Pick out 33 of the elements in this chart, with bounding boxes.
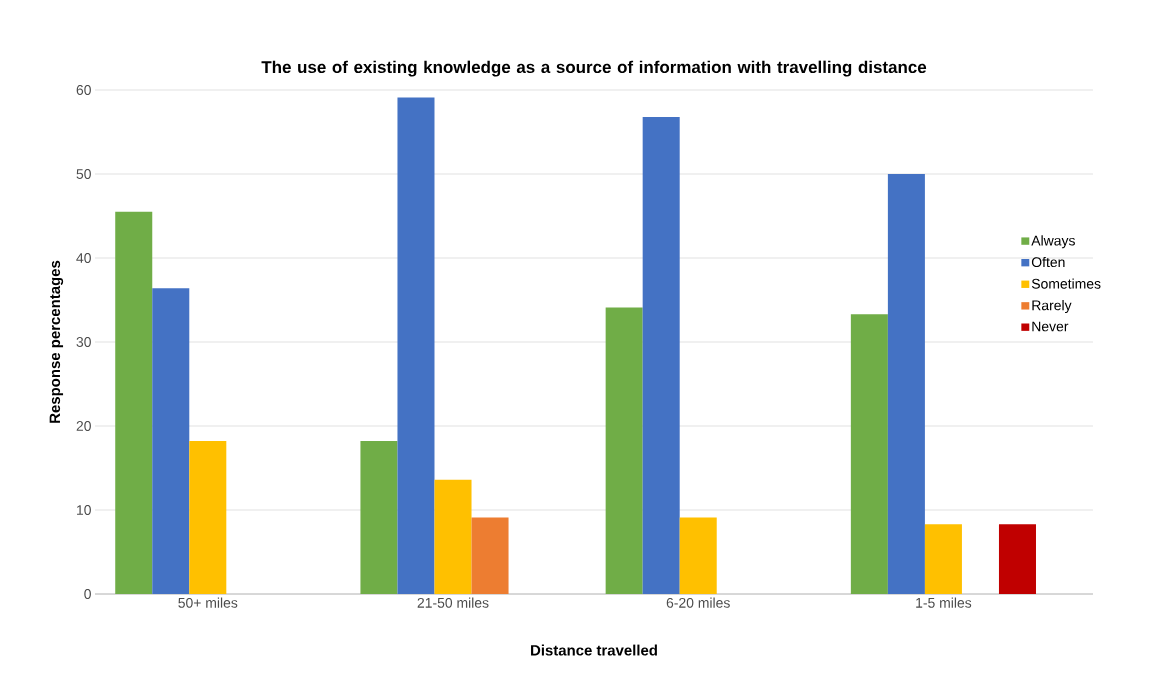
bar: [189, 441, 227, 594]
bar: [434, 479, 472, 594]
x-tick-label: 6-20 miles: [666, 597, 730, 608]
legend-label: Often: [1031, 256, 1065, 268]
x-axis-title: Distance travelled: [531, 644, 657, 656]
bar: [998, 524, 1036, 594]
y-tick-label: 30: [76, 337, 91, 347]
y-tick-label: 0: [84, 589, 91, 599]
bar: [360, 441, 398, 594]
legend-label: Always: [1031, 235, 1075, 249]
bar: [605, 307, 643, 594]
y-tick-label: 10: [77, 505, 91, 515]
bar: [924, 524, 962, 594]
legend-label: Rarely: [1032, 300, 1072, 314]
y-tick-label: 40: [76, 253, 91, 263]
bar: [642, 116, 680, 594]
x-tick-label: 21-50 miles: [417, 597, 489, 608]
y-tick-label: 20: [76, 421, 91, 431]
bar: [115, 211, 153, 594]
y-axis-title: Response percentages: [49, 260, 64, 423]
legend-label: Never: [1032, 321, 1069, 332]
legend-label: Sometimes: [1031, 278, 1101, 289]
bar: [887, 174, 925, 594]
bar: [850, 314, 888, 594]
bar: [397, 97, 435, 594]
bar: [471, 517, 509, 594]
chart-title: The use of existing knowledge as a source of information with travelling distance: [261, 60, 927, 77]
x-tick-label: 50+ miles: [178, 597, 238, 608]
bar: [679, 517, 717, 594]
y-tick-label: 50: [76, 169, 91, 179]
x-tick-label: 1-5 miles: [916, 597, 972, 608]
bar: [152, 288, 190, 594]
y-tick-label: 60: [76, 85, 91, 95]
